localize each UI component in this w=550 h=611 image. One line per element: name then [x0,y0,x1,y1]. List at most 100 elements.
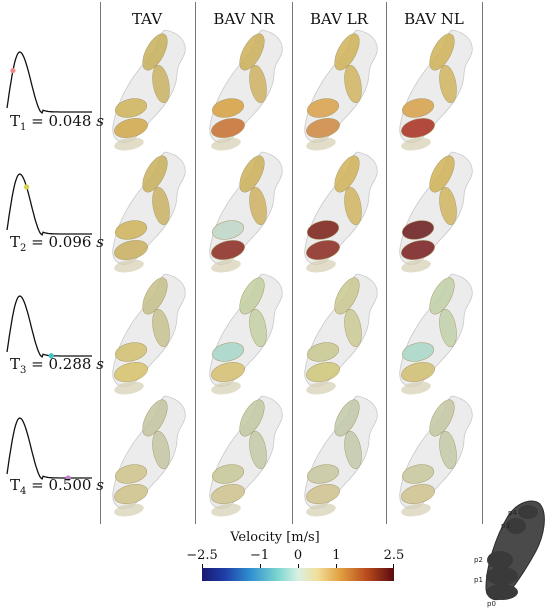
section-plane-p1 [401,118,435,138]
section-plane-p2 [114,464,148,484]
section-plane-p3 [344,430,362,470]
section-plane-p3 [344,308,362,348]
aorta-rendering [399,29,473,151]
section-plane-p4 [429,399,455,437]
section-plane-p2 [306,98,340,118]
inset-label-p4: p4 [508,509,517,517]
section-plane-p1 [401,484,435,504]
section-plane-p0 [401,137,431,151]
inset-plane-p0 [486,584,518,600]
divider-5 [482,2,483,524]
inset-label-p0: p0 [487,600,496,608]
time-marker [23,184,30,190]
aorta-rendering [304,395,378,517]
section-plane-p4 [142,33,168,71]
section-plane-p2 [211,342,245,362]
aorta-rendering [112,395,186,517]
section-plane-p2 [114,98,148,118]
section-plane-p3 [439,186,457,226]
section-plane-p0 [114,503,144,517]
section-plane-p1 [306,240,340,260]
column-header-bav-nl: BAV NL [404,10,464,28]
colorbar-tick [259,564,261,568]
section-plane-p3 [249,186,267,226]
time-marker [48,353,54,359]
section-plane-p1 [306,362,340,382]
colorbar-tick-label: −1 [250,548,270,563]
section-plane-p3 [152,64,170,104]
time-label-3: T3 = 0.288 s [10,355,104,376]
section-plane-p1 [306,484,340,504]
section-plane-p2 [306,220,340,240]
section-plane-p0 [306,259,336,273]
section-plane-p0 [306,381,336,395]
section-plane-p3 [344,186,362,226]
section-plane-p2 [401,342,435,362]
section-plane-p3 [249,430,267,470]
section-plane-p0 [114,381,144,395]
divider-3 [292,2,293,524]
section-plane-p0 [114,259,144,273]
section-plane-p1 [211,240,245,260]
aorta-rendering [209,273,283,395]
inset-label-p1: p1 [474,576,483,584]
section-plane-p0 [306,503,336,517]
section-plane-p2 [306,342,340,362]
section-plane-p1 [211,362,245,382]
colorbar-tick-label: −2.5 [186,548,218,563]
aorta-velocity-grid [112,29,473,517]
section-plane-p0 [401,259,431,273]
section-plane-p4 [239,155,265,193]
section-plane-p2 [401,98,435,118]
section-plane-p4 [239,277,265,315]
section-plane-p2 [401,464,435,484]
colorbar-tick-label: 2.5 [383,548,405,563]
section-plane-p0 [211,259,241,273]
inset-plane-p1 [486,567,518,585]
plane-location-inset [485,500,545,601]
time-label-1: T1 = 0.048 s [10,112,104,133]
divider-4 [386,2,387,524]
section-plane-p3 [249,64,267,104]
section-plane-p1 [114,118,148,138]
divider-2 [195,2,196,524]
section-plane-p2 [114,342,148,362]
colorbar-tick [336,564,338,568]
time-label-2: T2 = 0.096 s [10,233,104,254]
section-plane-p4 [239,33,265,71]
section-plane-p1 [401,240,435,260]
aorta-rendering [112,273,186,395]
section-plane-p3 [439,308,457,348]
inset-plane-p2 [487,551,513,569]
section-plane-p4 [429,33,455,71]
inset-label-p3: p3 [501,522,510,530]
flow-waveforms [6,51,92,481]
colorbar-tick [393,564,394,568]
section-plane-p3 [344,64,362,104]
colorbar-tick [202,564,203,568]
section-plane-p3 [152,308,170,348]
section-plane-p3 [152,430,170,470]
section-plane-p0 [306,137,336,151]
aorta-rendering [209,395,283,517]
aorta-rendering [304,29,378,151]
section-plane-p0 [211,503,241,517]
inset-label-p2: p2 [474,556,483,564]
section-plane-p1 [211,484,245,504]
section-plane-p3 [152,186,170,226]
section-plane-p1 [211,118,245,138]
time-label-4: T4 = 0.500 s [10,476,104,497]
aorta-rendering [209,29,283,151]
section-plane-p0 [401,381,431,395]
column-header-bav-lr: BAV LR [310,10,368,28]
section-plane-p0 [211,381,241,395]
section-plane-p4 [429,277,455,315]
section-plane-p2 [114,220,148,240]
section-plane-p1 [114,362,148,382]
section-plane-p1 [114,484,148,504]
section-plane-p3 [439,64,457,104]
aorta-rendering [209,151,283,273]
waveform-curve [6,417,92,480]
section-plane-p4 [334,155,360,193]
section-plane-p4 [334,277,360,315]
